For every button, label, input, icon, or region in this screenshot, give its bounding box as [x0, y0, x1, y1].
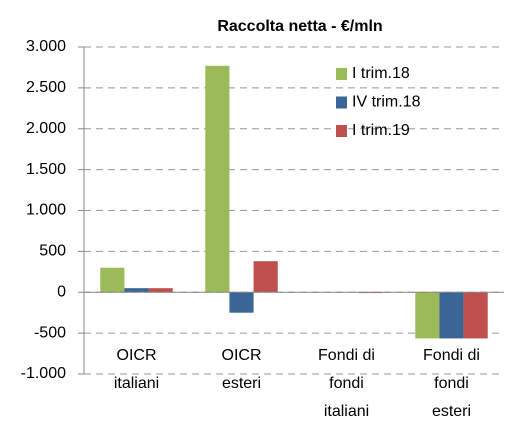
- legend-label: IV trim.18: [352, 94, 421, 111]
- x-tick-label: Fondi di: [423, 347, 480, 364]
- bar: [253, 261, 278, 293]
- bar: [415, 292, 440, 339]
- bar: [148, 288, 173, 293]
- y-tick-label: 2.500: [26, 79, 66, 96]
- bar: [205, 65, 230, 293]
- bar: [124, 288, 149, 293]
- y-tick-label: -1.000: [21, 365, 66, 382]
- legend-label: I trim.19: [352, 122, 410, 139]
- y-tick-label: 500: [39, 243, 66, 260]
- bar: [100, 267, 125, 293]
- y-tick-label: 0: [57, 283, 66, 300]
- bar: [439, 292, 464, 339]
- x-tick-label: esteri: [222, 375, 261, 392]
- x-tick-label: esteri: [432, 403, 471, 420]
- x-tick-label: fondi: [434, 375, 469, 392]
- x-tick-label: italiani: [324, 403, 369, 420]
- y-tick-label: 1.500: [26, 161, 66, 178]
- bar: [229, 292, 254, 313]
- chart-title: Raccolta netta - €/mln: [217, 18, 382, 35]
- y-tick-label: 3.000: [26, 38, 66, 55]
- legend-label: I trim.18: [352, 65, 410, 82]
- x-tick-label: italiani: [114, 375, 159, 392]
- x-tick-label: OICR: [117, 347, 157, 364]
- y-tick-label: -500: [34, 324, 66, 341]
- x-tick-label: fondi: [329, 375, 364, 392]
- bar: [463, 292, 488, 339]
- legend-swatch: [336, 125, 347, 137]
- legend-swatch: [336, 96, 347, 109]
- x-tick-label: OICR: [222, 347, 262, 364]
- x-tick-label: Fondi di: [318, 347, 375, 364]
- y-tick-label: 2.000: [26, 120, 66, 137]
- legend-swatch: [336, 68, 347, 80]
- y-tick-label: 1.000: [26, 202, 66, 219]
